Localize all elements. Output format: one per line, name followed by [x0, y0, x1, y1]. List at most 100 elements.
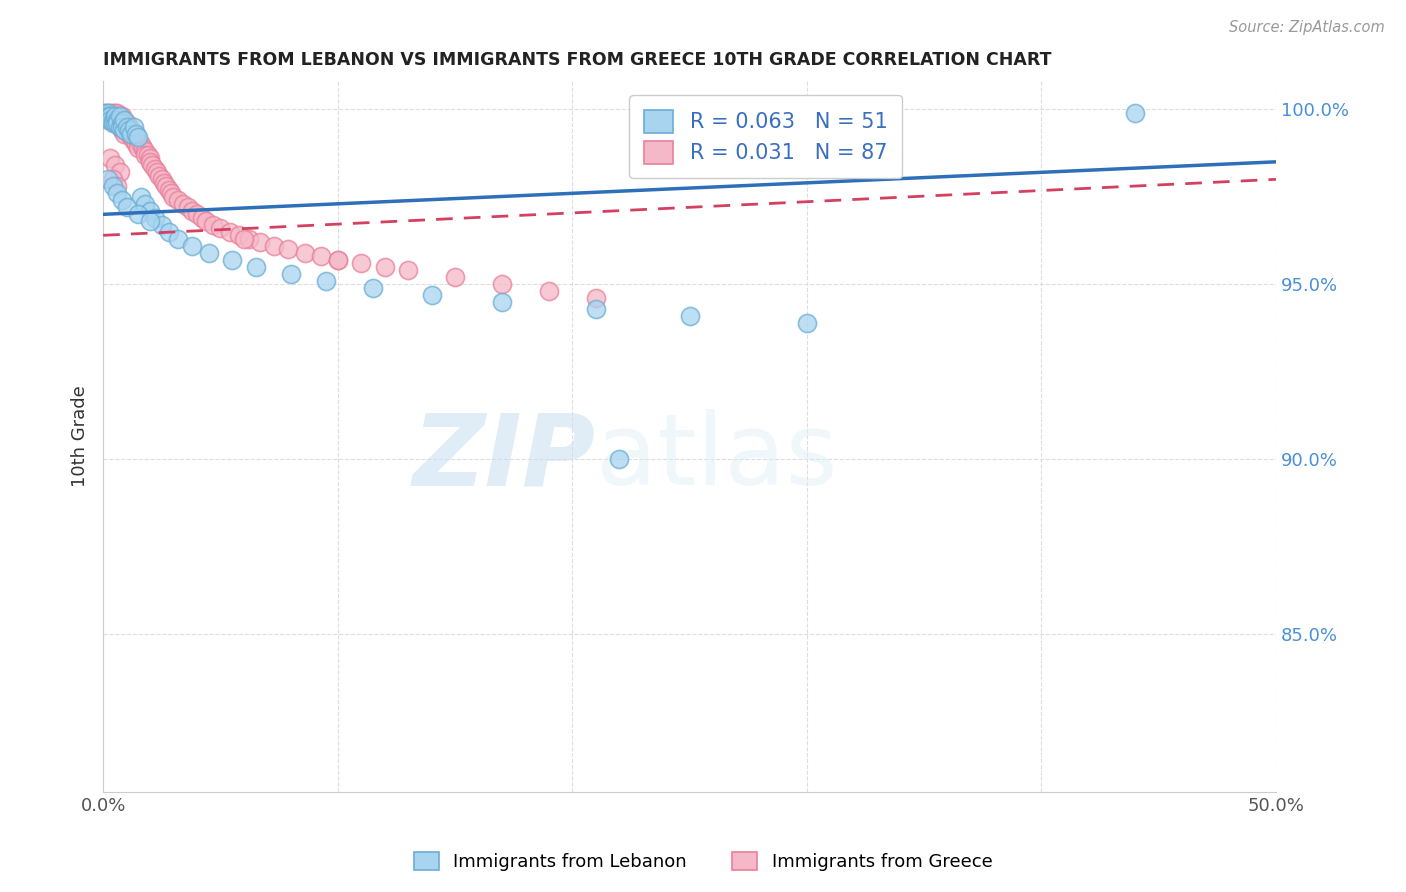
Point	[111, 116, 134, 130]
Point	[181, 203, 204, 218]
Point	[129, 137, 152, 152]
Point	[98, 109, 121, 123]
Point	[115, 120, 138, 134]
Point	[115, 123, 138, 137]
Point	[153, 176, 176, 190]
Point	[105, 116, 128, 130]
Point	[98, 109, 121, 123]
Point	[146, 165, 169, 179]
Point	[105, 186, 128, 201]
Point	[105, 112, 128, 127]
Point	[98, 152, 121, 166]
Point	[361, 281, 384, 295]
Text: atlas: atlas	[596, 409, 838, 507]
Point	[326, 252, 349, 267]
Point	[396, 263, 419, 277]
Point	[157, 183, 180, 197]
Point	[537, 285, 560, 299]
Point	[127, 134, 149, 148]
Point	[94, 106, 117, 120]
Point	[143, 211, 166, 225]
Point	[112, 120, 135, 134]
Point	[491, 294, 513, 309]
Point	[139, 152, 162, 166]
Legend: R = 0.063   N = 51, R = 0.031   N = 87: R = 0.063 N = 51, R = 0.031 N = 87	[630, 95, 903, 178]
Point	[245, 260, 267, 274]
Point	[134, 145, 156, 159]
Point	[111, 194, 134, 208]
Point	[111, 120, 134, 134]
Point	[350, 256, 373, 270]
Point	[98, 106, 121, 120]
Point	[277, 242, 299, 256]
Text: Source: ZipAtlas.com: Source: ZipAtlas.com	[1229, 20, 1385, 35]
Point	[101, 106, 124, 120]
Point	[162, 190, 184, 204]
Point	[143, 161, 166, 176]
Point	[1123, 106, 1146, 120]
Point	[104, 109, 127, 123]
Point	[122, 134, 145, 148]
Point	[136, 148, 159, 162]
Point	[280, 267, 302, 281]
Point	[176, 200, 198, 214]
Point	[125, 127, 148, 141]
Point	[98, 112, 121, 127]
Point	[209, 221, 232, 235]
Point	[150, 172, 173, 186]
Point	[112, 112, 135, 127]
Point	[160, 186, 183, 201]
Point	[125, 137, 148, 152]
Point	[127, 141, 149, 155]
Point	[101, 109, 124, 123]
Point	[127, 130, 149, 145]
Point	[263, 239, 285, 253]
Point	[132, 141, 155, 155]
Point	[108, 109, 131, 123]
Point	[167, 232, 190, 246]
Point	[315, 274, 337, 288]
Point	[105, 116, 128, 130]
Point	[607, 452, 630, 467]
Point	[202, 218, 225, 232]
Point	[97, 106, 120, 120]
Point	[374, 260, 396, 274]
Point	[120, 127, 142, 141]
Point	[122, 120, 145, 134]
Point	[112, 112, 135, 127]
Point	[108, 165, 131, 179]
Point	[94, 106, 117, 120]
Point	[585, 301, 607, 316]
Point	[120, 130, 142, 145]
Point	[195, 214, 218, 228]
Point	[181, 239, 204, 253]
Point	[129, 190, 152, 204]
Point	[115, 200, 138, 214]
Point	[108, 109, 131, 123]
Point	[105, 179, 128, 194]
Point	[139, 203, 162, 218]
Point	[155, 179, 177, 194]
Point	[197, 245, 219, 260]
Point	[97, 109, 120, 123]
Point	[104, 106, 127, 120]
Point	[190, 211, 212, 225]
Point	[167, 194, 190, 208]
Point	[111, 109, 134, 123]
Point	[111, 123, 134, 137]
Point	[94, 109, 117, 123]
Point	[101, 112, 124, 127]
Point	[112, 127, 135, 141]
Point	[796, 316, 818, 330]
Point	[232, 232, 254, 246]
Point	[150, 218, 173, 232]
Point	[104, 116, 127, 130]
Point	[134, 196, 156, 211]
Point	[294, 245, 316, 260]
Point	[104, 109, 127, 123]
Point	[218, 225, 240, 239]
Point	[108, 120, 131, 134]
Point	[105, 109, 128, 123]
Point	[311, 249, 333, 263]
Point	[105, 106, 128, 120]
